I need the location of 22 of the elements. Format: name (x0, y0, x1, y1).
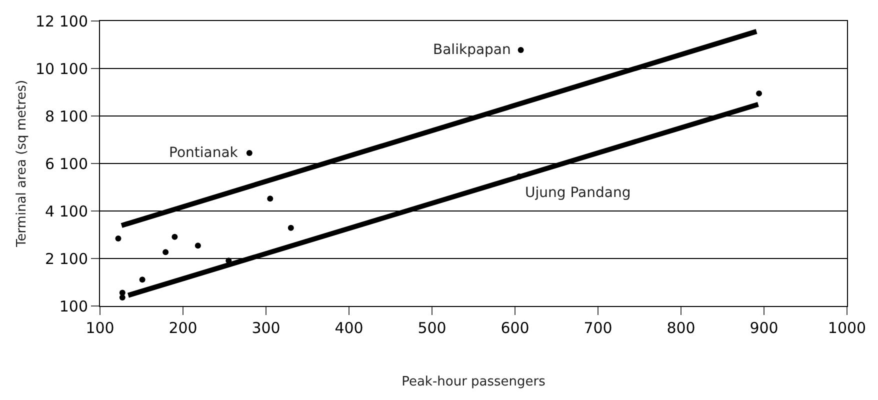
annotation: Balikpapan (433, 42, 511, 58)
x-tick-label: 800 (666, 319, 696, 337)
x-tick-label: 600 (500, 319, 530, 337)
y-tick-label: 4 100 (45, 202, 88, 220)
y-tick-label: 6 100 (45, 154, 88, 173)
y-tick-label: 8 100 (45, 107, 88, 126)
annotation: Ujung Pandang (525, 185, 631, 201)
x-tick-label: 500 (418, 319, 446, 337)
x-tick-label: 100 (86, 319, 114, 337)
x-tick-label: 200 (168, 319, 198, 337)
x-tick-label: 1000 (828, 319, 866, 337)
x-tick-label: 900 (750, 319, 778, 337)
x-tick-label: 300 (252, 319, 280, 337)
x-tick-label: 700 (584, 319, 612, 337)
y-tick-label: 2 100 (45, 250, 88, 268)
x-tick-label: 400 (334, 319, 364, 337)
annotation: Pontianak (169, 145, 239, 161)
y-tick-label: 100 (59, 297, 88, 316)
y-axis-title: Terminal area (sq metres) (14, 80, 30, 248)
y-tick-label: 10 100 (36, 60, 88, 78)
y-tick-label: 12 100 (36, 12, 88, 30)
x-axis-title: Peak-hour passengers (402, 374, 546, 390)
